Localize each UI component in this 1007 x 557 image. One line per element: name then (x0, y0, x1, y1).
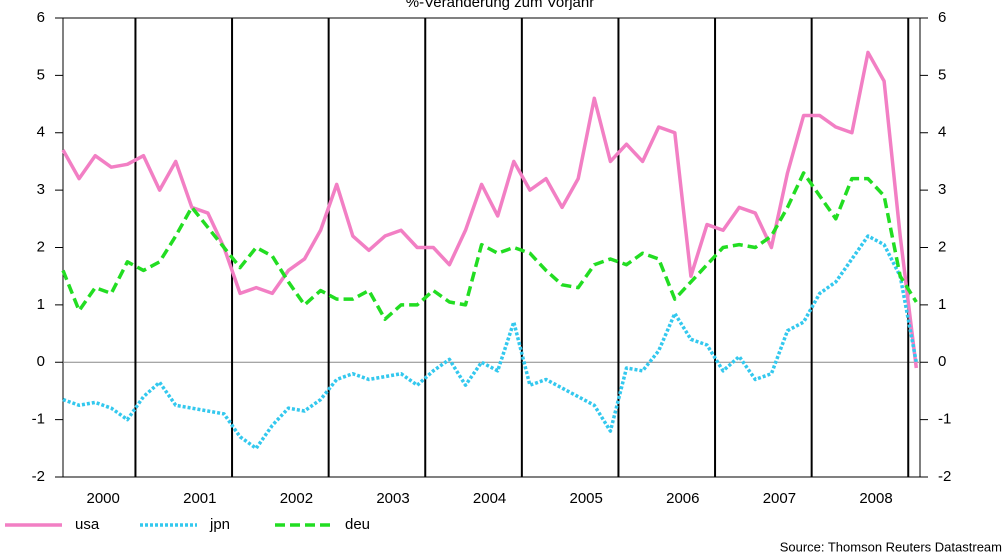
y-tick-label: 6 (37, 9, 45, 26)
y-tick-label: 4 (37, 124, 45, 141)
y2-tick-label: -2 (938, 468, 951, 485)
chart-title: %-Veränderung zum Vorjahr (406, 0, 594, 11)
legend-label: deu (345, 516, 370, 533)
series-line (61, 171, 918, 321)
y2-tick-label: 3 (938, 181, 946, 198)
x-tick-label: 2006 (666, 490, 699, 507)
source: Source: Thomson Reuters Datastream (780, 539, 1002, 554)
y-tick-label: 2 (37, 238, 45, 255)
y-tick-label: 5 (37, 66, 45, 83)
x-tick-label: 2003 (376, 490, 409, 507)
x-tick-label: 2000 (87, 490, 120, 507)
y2-tick-label: 5 (938, 66, 946, 83)
y2-tick-label: 1 (938, 296, 946, 313)
x-tick-label: 2001 (183, 490, 216, 507)
x-tick-label: 2004 (473, 490, 506, 507)
legend-label: usa (75, 516, 100, 533)
y-tick-label: 3 (37, 181, 45, 198)
legend-label: jpn (209, 516, 230, 533)
y-tick-label: 1 (37, 296, 45, 313)
x-tick-label: 2002 (280, 490, 313, 507)
x-tick-label: 2008 (859, 490, 892, 507)
y-tick-label: -2 (32, 468, 45, 485)
y2-tick-label: 4 (938, 124, 946, 141)
y2-tick-label: 0 (938, 353, 946, 370)
y-tick-label: 0 (37, 353, 45, 370)
y2-tick-label: -1 (938, 411, 951, 428)
series-line (61, 50, 919, 369)
x-tick-label: 2007 (763, 490, 796, 507)
series-line (62, 234, 919, 451)
y2-tick-label: 2 (938, 238, 946, 255)
y-tick-label: -1 (32, 411, 45, 428)
plot-frame (62, 17, 921, 478)
x-tick-label: 2005 (570, 490, 603, 507)
y2-tick-label: 6 (938, 9, 946, 26)
